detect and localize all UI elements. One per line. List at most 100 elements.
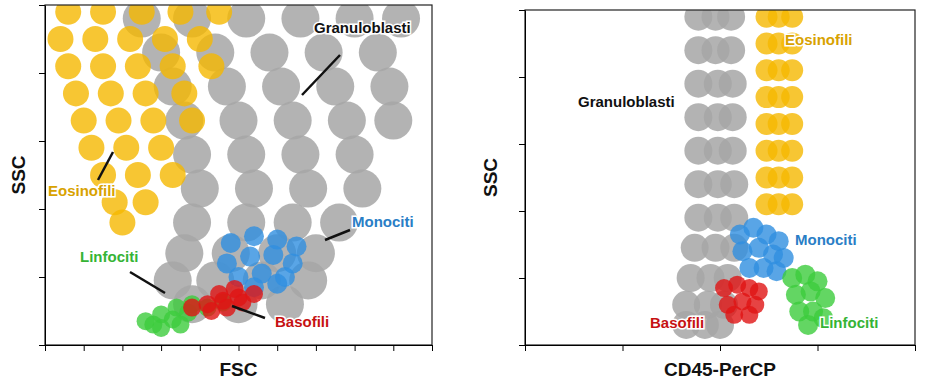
event-point bbox=[71, 108, 97, 134]
series bbox=[715, 276, 768, 324]
x-axis bbox=[46, 345, 433, 351]
tick bbox=[915, 345, 916, 351]
event-point bbox=[263, 245, 283, 265]
tick bbox=[122, 345, 123, 351]
event-point bbox=[781, 113, 803, 135]
event-point bbox=[374, 102, 412, 140]
tick bbox=[720, 345, 721, 351]
event-point bbox=[240, 247, 260, 267]
event-point bbox=[220, 102, 258, 140]
tick-mark bbox=[84, 345, 85, 351]
event-point bbox=[125, 53, 151, 79]
tick bbox=[39, 73, 45, 74]
plot-area bbox=[672, 10, 835, 339]
plot-frame bbox=[525, 10, 915, 345]
tick-mark bbox=[39, 141, 45, 142]
leader-line bbox=[232, 306, 265, 318]
event-point bbox=[202, 302, 220, 320]
tick-mark bbox=[39, 277, 45, 278]
tick-mark bbox=[200, 345, 201, 351]
event-point bbox=[98, 80, 124, 106]
tick-mark bbox=[39, 73, 45, 74]
tick-mark bbox=[122, 345, 123, 351]
event-point bbox=[281, 136, 319, 174]
tick-mark bbox=[277, 345, 278, 351]
event-point bbox=[117, 26, 143, 52]
tick-mark bbox=[519, 144, 525, 145]
tick bbox=[355, 345, 356, 351]
event-point bbox=[113, 135, 139, 161]
event-point bbox=[171, 316, 189, 334]
event-point bbox=[720, 170, 748, 198]
population-label: Granuloblasti bbox=[314, 19, 411, 36]
tick-mark bbox=[519, 10, 525, 11]
leader-line bbox=[325, 230, 350, 240]
event-point bbox=[152, 319, 170, 337]
y-axis-title: SSC bbox=[480, 158, 501, 197]
event-point bbox=[227, 5, 265, 38]
panel bbox=[39, 0, 433, 351]
event-point bbox=[781, 86, 803, 108]
tick bbox=[39, 141, 45, 142]
tick bbox=[519, 345, 525, 346]
event-point bbox=[781, 140, 803, 162]
tick-mark bbox=[355, 345, 356, 351]
event-point bbox=[359, 34, 397, 72]
x-axis bbox=[526, 345, 916, 351]
tick bbox=[39, 345, 45, 346]
tick-mark bbox=[623, 345, 624, 351]
tick-mark bbox=[519, 345, 525, 346]
x-axis-title: CD45-PerCP bbox=[664, 359, 776, 380]
event-point bbox=[719, 103, 747, 131]
event-point bbox=[336, 136, 374, 174]
tick-mark bbox=[39, 209, 45, 210]
plot-area bbox=[47, 5, 420, 337]
event-point bbox=[267, 274, 287, 294]
tick-mark bbox=[393, 345, 394, 351]
event-point bbox=[133, 80, 159, 106]
tick bbox=[200, 345, 201, 351]
event-point bbox=[78, 135, 104, 161]
event-point bbox=[55, 5, 81, 25]
figure: FSCSSCGranuloblastiEosinofiliMonocitiLin… bbox=[0, 0, 935, 385]
population-label: Monociti bbox=[795, 231, 857, 248]
series bbox=[672, 10, 748, 339]
event-point bbox=[719, 137, 747, 165]
event-point bbox=[183, 299, 201, 317]
series bbox=[123, 5, 420, 323]
tick-mark bbox=[39, 345, 45, 346]
tick bbox=[45, 345, 46, 351]
tick bbox=[39, 5, 45, 6]
tick-mark bbox=[720, 345, 721, 351]
population-label: Granuloblasti bbox=[578, 93, 675, 110]
tick-mark bbox=[519, 77, 525, 78]
event-point bbox=[221, 233, 241, 253]
tick-mark bbox=[239, 345, 240, 351]
event-point bbox=[328, 102, 366, 140]
population-label: Basofili bbox=[275, 313, 329, 330]
event-point bbox=[198, 53, 224, 79]
tick bbox=[525, 345, 526, 351]
event-point bbox=[274, 102, 312, 140]
event-point bbox=[106, 108, 132, 134]
event-point bbox=[125, 162, 151, 188]
event-point bbox=[63, 80, 89, 106]
series bbox=[47, 5, 232, 236]
event-point bbox=[781, 193, 803, 215]
tick-mark bbox=[161, 345, 162, 351]
tick-mark bbox=[915, 345, 916, 351]
tick-mark bbox=[519, 278, 525, 279]
tick bbox=[39, 277, 45, 278]
tick bbox=[432, 345, 433, 351]
x-axis-title: FSC bbox=[220, 359, 258, 380]
tick-mark bbox=[818, 345, 819, 351]
event-point bbox=[47, 26, 73, 52]
plot-frame bbox=[45, 5, 432, 345]
event-point bbox=[235, 170, 273, 208]
axis-line bbox=[525, 11, 526, 346]
tick-mark bbox=[519, 211, 525, 212]
tick bbox=[519, 211, 525, 212]
event-point bbox=[90, 53, 116, 79]
tick bbox=[84, 345, 85, 351]
leader-line bbox=[302, 55, 340, 95]
